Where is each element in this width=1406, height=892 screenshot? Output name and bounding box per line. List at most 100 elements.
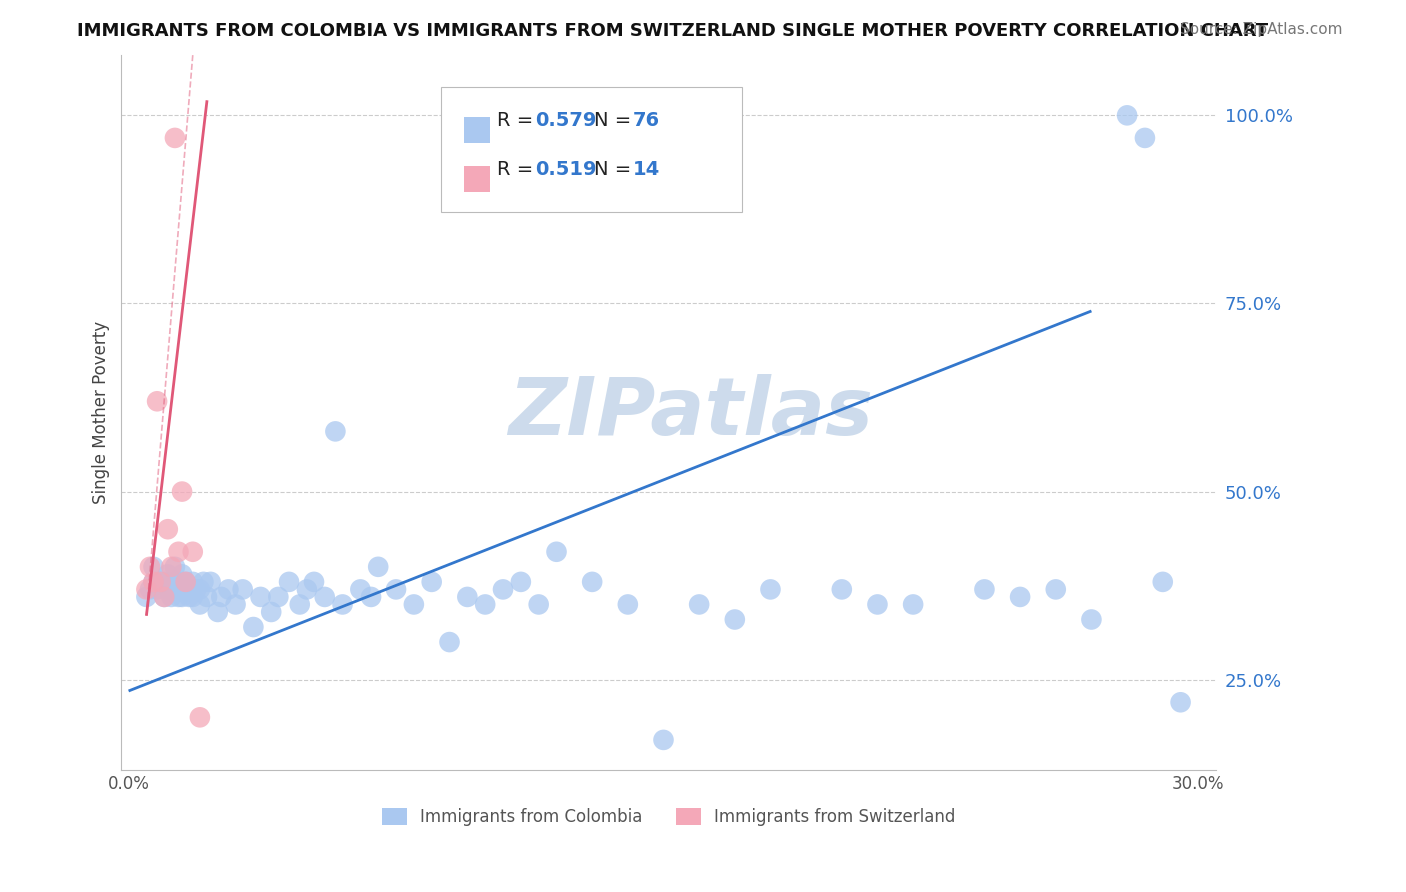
Point (901, 598, 924, 612)
Point (249, 590, 271, 604)
Point (170, 484, 193, 499)
Point (688, 598, 710, 612)
Point (139, 559, 162, 574)
Text: 14: 14 (633, 160, 659, 179)
Point (1116, 108, 1139, 122)
Point (207, 605, 229, 619)
Point (170, 567, 193, 582)
Point (456, 590, 478, 604)
Point (509, 574, 531, 589)
Point (973, 582, 995, 597)
Point (831, 582, 853, 597)
Point (759, 582, 782, 597)
Point (1045, 582, 1067, 597)
Text: N =: N = (595, 112, 638, 130)
Point (142, 574, 165, 589)
Point (193, 574, 215, 589)
Point (1133, 131, 1156, 145)
Point (260, 605, 283, 619)
Point (439, 635, 461, 649)
Text: N =: N = (595, 160, 638, 179)
Point (160, 574, 183, 589)
Text: 0.579: 0.579 (536, 112, 596, 130)
FancyBboxPatch shape (441, 87, 742, 212)
Point (527, 598, 550, 612)
Point (153, 590, 176, 604)
Point (295, 582, 318, 597)
Point (146, 394, 169, 409)
Point (188, 582, 211, 597)
Point (200, 574, 222, 589)
Point (232, 582, 254, 597)
Point (160, 590, 183, 604)
Point (156, 522, 179, 536)
Point (474, 598, 496, 612)
Text: Source: ZipAtlas.com: Source: ZipAtlas.com (1180, 22, 1343, 37)
Point (402, 598, 425, 612)
Point (209, 590, 232, 604)
Point (163, 559, 186, 574)
Point (866, 598, 889, 612)
Text: R =: R = (496, 112, 540, 130)
Y-axis label: Single Mother Poverty: Single Mother Poverty (93, 321, 110, 504)
Point (156, 567, 179, 582)
Point (288, 598, 311, 612)
Point (1152, 574, 1174, 589)
Point (139, 582, 162, 597)
Point (385, 582, 408, 597)
Text: IMMIGRANTS FROM COLOMBIA VS IMMIGRANTS FROM SWITZERLAND SINGLE MOTHER POVERTY CO: IMMIGRANTS FROM COLOMBIA VS IMMIGRANTS F… (77, 22, 1268, 40)
Point (420, 574, 443, 589)
Point (360, 590, 382, 604)
Point (149, 574, 172, 589)
Point (314, 590, 336, 604)
Point (135, 582, 157, 597)
Point (1010, 590, 1032, 604)
Point (153, 590, 176, 604)
Point (195, 590, 218, 604)
Point (181, 590, 204, 604)
Point (135, 590, 157, 604)
Point (174, 574, 197, 589)
Point (167, 574, 190, 589)
Point (142, 559, 165, 574)
Point (153, 574, 176, 589)
Point (546, 545, 568, 559)
Point (332, 598, 354, 612)
Point (278, 574, 301, 589)
Point (492, 582, 515, 597)
Point (163, 131, 186, 145)
Text: ZIPatlas: ZIPatlas (508, 374, 873, 451)
Point (167, 590, 190, 604)
Point (186, 582, 208, 597)
Text: 76: 76 (633, 112, 659, 130)
Point (149, 574, 172, 589)
Point (724, 613, 747, 627)
Point (1170, 695, 1192, 709)
Point (325, 425, 347, 439)
Point (163, 582, 186, 597)
Point (302, 574, 325, 589)
Point (217, 582, 239, 597)
Point (181, 574, 204, 589)
Point (188, 598, 211, 612)
Point (160, 559, 183, 574)
Point (167, 545, 190, 559)
Point (142, 574, 165, 589)
Point (188, 710, 211, 724)
Point (617, 598, 640, 612)
Point (267, 590, 290, 604)
Point (225, 598, 247, 612)
Point (146, 582, 169, 597)
Point (581, 574, 603, 589)
Point (179, 590, 201, 604)
Point (170, 590, 193, 604)
Point (652, 732, 675, 747)
Point (242, 620, 264, 634)
Point (349, 582, 371, 597)
FancyBboxPatch shape (464, 118, 491, 143)
Point (156, 582, 179, 597)
Legend: Immigrants from Colombia, Immigrants from Switzerland: Immigrants from Colombia, Immigrants fro… (382, 808, 956, 826)
Point (174, 574, 197, 589)
Point (179, 582, 201, 597)
FancyBboxPatch shape (464, 166, 491, 192)
